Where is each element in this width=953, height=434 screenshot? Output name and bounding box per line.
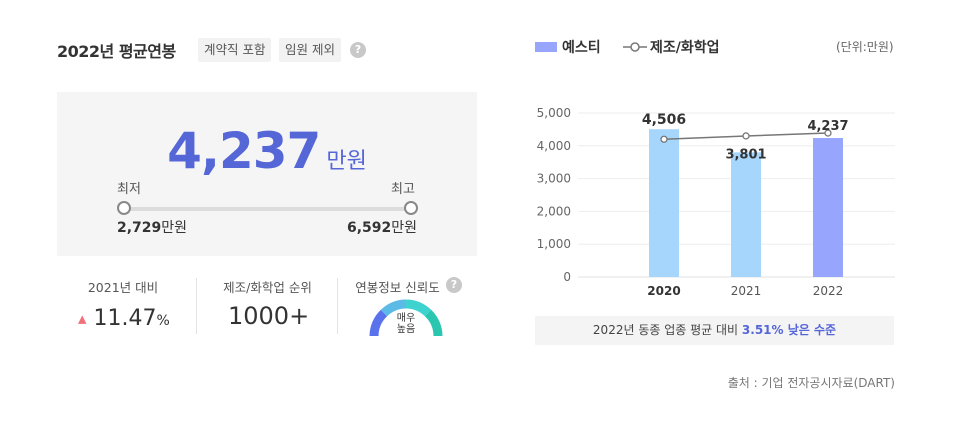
max-label: 최고 (391, 182, 415, 197)
y-tick-label: 1,000 (537, 237, 571, 251)
min-label: 최저 (117, 182, 141, 197)
bar-value-label: 3,801 (725, 147, 766, 162)
legend-company-label: 예스티 (562, 40, 601, 56)
average-salary: 4,237 만원 (57, 122, 477, 180)
bar-value-label: 4,506 (642, 112, 686, 128)
min-value: 2,729만원 (117, 220, 188, 236)
bar-2021 (731, 152, 761, 277)
industry-point-2020 (660, 135, 668, 143)
stat-yoy-label: 2021년 대비 (87, 280, 159, 295)
stat-reliability-label: 연봉정보 신뢰도 (355, 280, 440, 295)
salary-summary-box: 4,237 만원 최저 최고 2,729만원 6,592만원 (57, 92, 477, 256)
section-title: 2022년 평균연봉 (57, 42, 176, 61)
min-knob (117, 201, 131, 215)
y-tick-label: 2,000 (537, 204, 571, 218)
salary-range-track (123, 207, 410, 211)
comparison-note: 2022년 동종 업종 평균 대비 3.51% 낮은 수준 (535, 316, 894, 345)
stat-rank-value: 1000+ (228, 302, 310, 330)
reliability-gauge (369, 299, 443, 337)
bar-value-label: 4,237 (807, 119, 848, 134)
help-icon[interactable]: ? (350, 42, 366, 58)
y-tick-label: 3,000 (537, 172, 571, 186)
stat-rank-label: 제조/화학업 순위 (223, 280, 312, 295)
y-tick-label: 5,000 (537, 106, 571, 120)
x-tick-label: 2021 (731, 284, 762, 298)
divider (337, 278, 338, 334)
tag-executive-excluded: 임원 제외 (279, 38, 341, 62)
average-salary-unit: 만원 (326, 149, 367, 174)
help-icon[interactable]: ? (446, 277, 462, 293)
unit-label: (단위:만원) (836, 40, 894, 54)
legend-industry-label: 제조/화학업 (650, 40, 720, 56)
legend-swatch-company (535, 42, 557, 52)
gauge-label: 매우 높음 (396, 313, 416, 335)
source-label: 출처 : 기업 전자공시자료(DART) (727, 376, 895, 390)
divider (196, 278, 197, 334)
stat-yoy-value: ▲ 11.47% (78, 306, 170, 331)
y-tick-label: 0 (563, 270, 571, 284)
max-knob (404, 201, 418, 215)
industry-point-2021 (742, 132, 750, 140)
tag-contract-included: 계약직 포함 (198, 38, 272, 62)
bar-2020 (649, 129, 679, 277)
x-tick-label: 2022 (813, 284, 844, 298)
max-value: 6,592만원 (347, 220, 418, 236)
legend-line-icon (623, 42, 647, 52)
x-tick-label: 2020 (647, 284, 680, 298)
salary-chart: 0 1,000 2,000 3,000 4,000 5,000 2020 2021 2022 4,… (537, 106, 895, 298)
bar-2022 (813, 138, 843, 277)
up-arrow-icon: ▲ (78, 312, 87, 326)
average-salary-value: 4,237 (167, 122, 321, 180)
y-tick-label: 4,000 (537, 139, 571, 153)
industry-point-2022 (824, 129, 832, 137)
